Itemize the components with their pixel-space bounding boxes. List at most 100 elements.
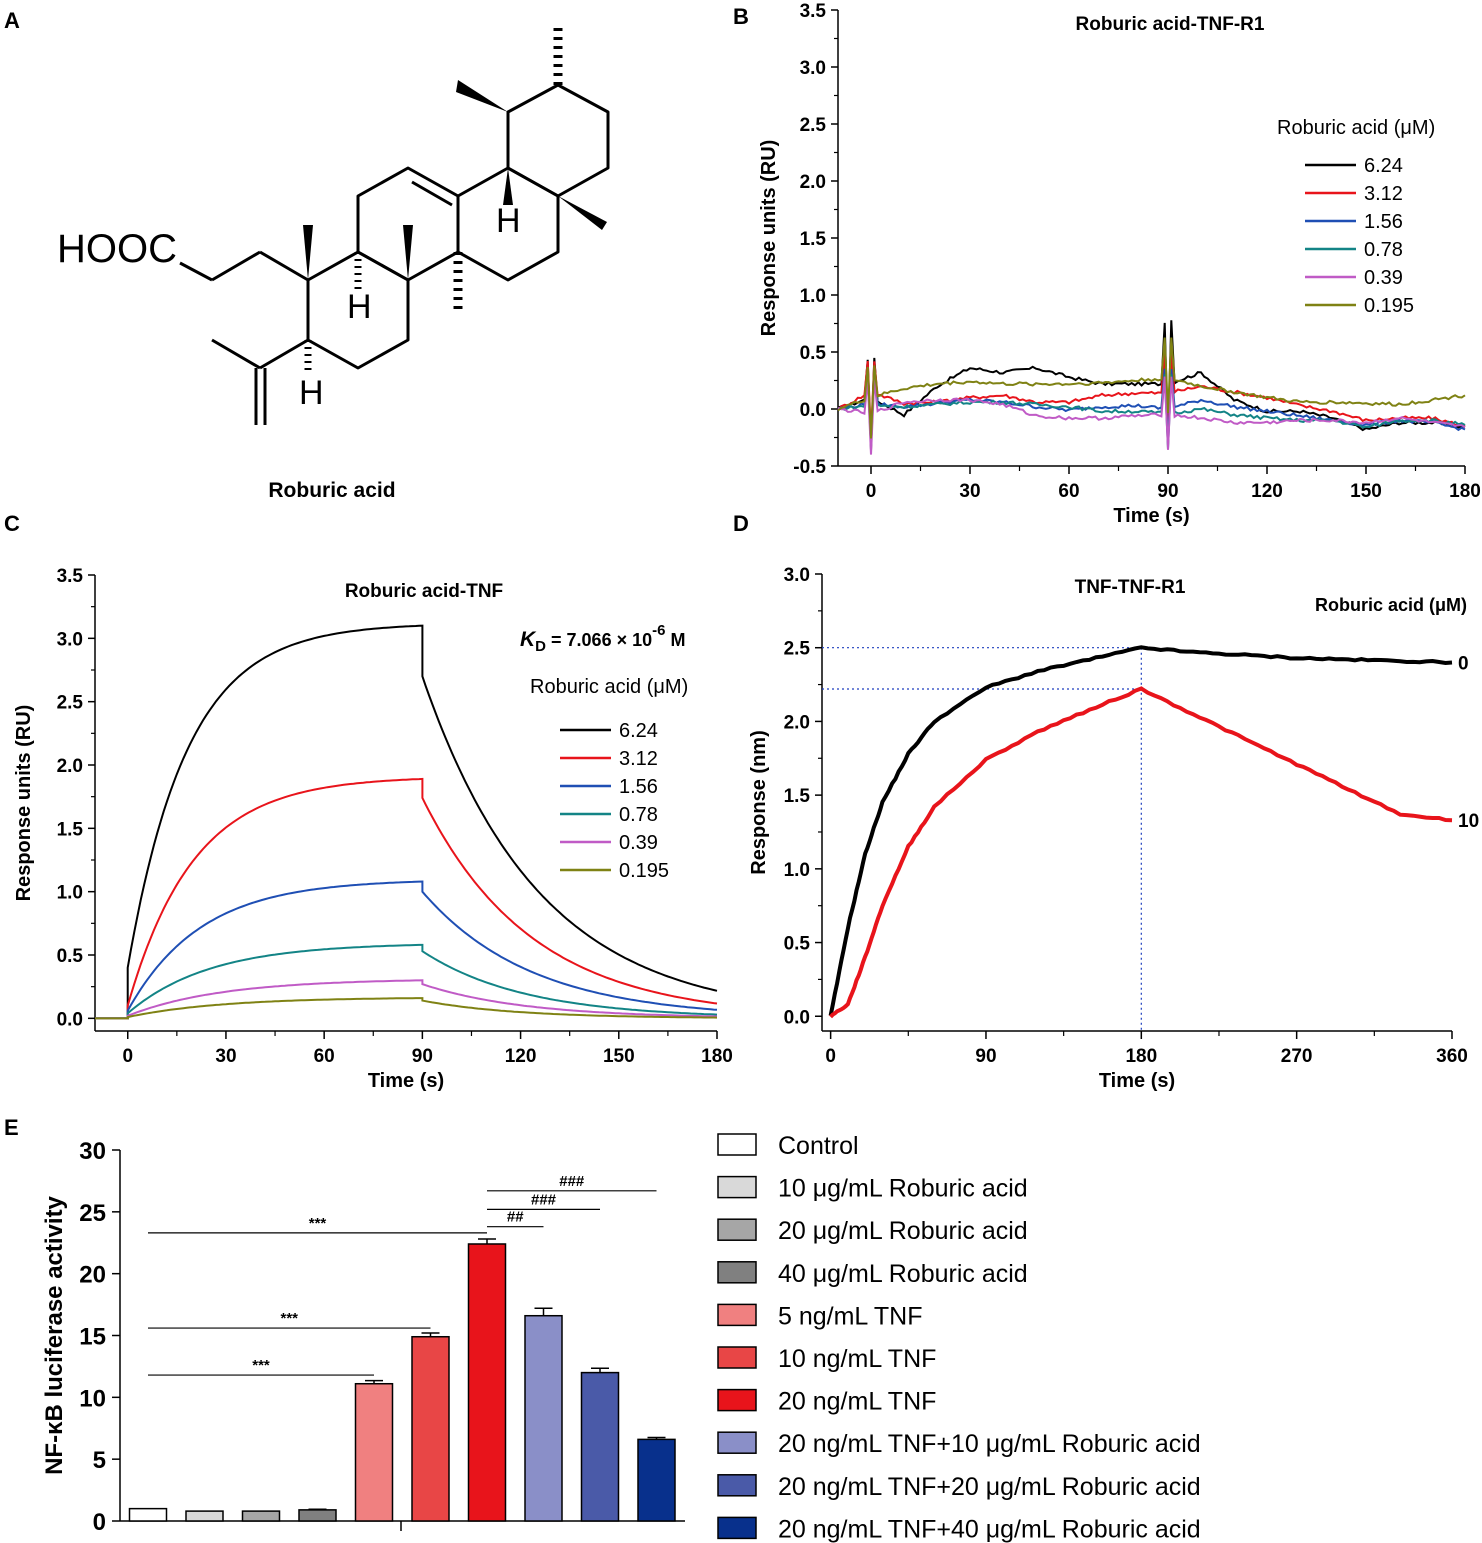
e-bar-1 [185,1510,224,1522]
e-legend-label-5: 10 ng/mL TNF [778,1345,936,1373]
chain-bond-3 [179,261,213,282]
b-legend-label-0.195: 0.195 [1364,295,1414,317]
b-y-tick-label: 3.0 [800,58,826,79]
d-series-end-label-10: 10 [1458,811,1479,832]
c-y-tick-label: 2.5 [57,693,84,714]
e-legend-swatch-6 [717,1388,757,1412]
d-y-tick-label: 2.0 [784,712,810,733]
c-series-line-0.39 [95,979,717,1020]
e-y-tick-label: 10 [79,1385,106,1412]
c-x-tick-label: 150 [603,1046,635,1067]
c-series-line-3.12 [95,777,718,1020]
e-y-tick-label: 15 [79,1324,106,1351]
c-legend-label-0.39: 0.39 [619,832,658,854]
e-significance-label-1: *** [280,1310,298,1327]
e-bar-9 [637,1438,676,1522]
e-legend-swatch-7 [717,1431,757,1454]
chain-bond-2 [211,250,261,282]
d-y-axis-label: Response (nm) [748,730,770,874]
b-y-tick-label: 2.0 [800,172,826,193]
d-y-tick-label: 3.0 [784,565,810,586]
b-x-tick-label: 90 [1157,481,1178,502]
e-legend-label-6: 20 ng/mL TNF [778,1388,936,1416]
e-legend-label-3: 40 μg/mL Roburic acid [778,1260,1028,1288]
c-x-tick-label: 0 [122,1046,133,1067]
panel-letter-e: E [4,1115,19,1140]
c-legend-label-1.56: 1.56 [619,776,658,798]
b-x-tick-label: 30 [959,481,980,502]
panel-letter-a: A [4,8,20,33]
e-significance-label-5: ### [559,1173,585,1190]
c-x-tick-label: 120 [505,1046,537,1067]
e-bar-4 [354,1382,394,1522]
c-legend-label-0.78: 0.78 [619,804,658,826]
h-label-2: H [347,288,372,326]
c-legend-label-6.24: 6.24 [619,720,658,742]
e-legend-swatch-1 [717,1175,757,1199]
c-y-tick-label: 0.5 [57,946,84,967]
c-legend-label-3.12: 3.12 [619,748,658,770]
e-legend-label-7: 20 ng/mL TNF+10 μg/mL Roburic acid [778,1430,1201,1458]
e-bar-5 [411,1335,450,1522]
b-legend-label-6.24: 6.24 [1364,155,1403,177]
d-y-tick-label: 0.0 [784,1007,810,1028]
c-x-tick-label: 30 [215,1046,236,1067]
e-legend-swatch-3 [717,1261,757,1284]
e-y-tick-label: 25 [79,1200,106,1227]
b-y-tick-label: 1.0 [800,286,826,307]
e-bar-8 [580,1371,620,1522]
d-x-tick-label: 270 [1281,1046,1313,1067]
b-x-tick-label: 180 [1449,481,1481,502]
e-bar-0 [128,1507,168,1522]
b-x-tick-label: 60 [1058,481,1079,502]
e-legend-swatch-9 [717,1516,757,1540]
d-series-line-0 [828,645,1453,1017]
d-x-tick-label: 360 [1436,1046,1468,1067]
b-y-tick-label: 1.5 [800,229,827,250]
c-x-tick-label: 180 [701,1046,733,1067]
chart-c: 0.0 0.5 1.0 1.5 2.0 2.5 3.0 3.5 0 30 60 90 120 150 180… [13,566,733,1092]
e-y-tick-label: 30 [79,1138,106,1165]
e-legend-label-9: 20 ng/mL TNF+40 μg/mL Roburic acid [778,1515,1201,1543]
b-series-line-0.39 [837,376,1466,455]
b-series-line-0.195 [837,337,1466,439]
b-y-axis-label: Response units (RU) [758,140,780,337]
wedge-methyl-e [456,80,508,112]
b-y-tick-label: 0.0 [800,400,826,421]
b-x-tick-label: 150 [1350,481,1382,502]
e-y-axis-label: NF-κB luciferase activity [41,1195,68,1474]
c-legend-title: Roburic acid (μM) [530,676,688,698]
isopropenyl-bond [259,338,309,370]
c-series-line-0.78 [95,943,718,1020]
d-legend-title: Roburic acid (μM) [1315,595,1467,615]
b-y-tick-label: 3.5 [800,1,827,22]
roburic-acid-structure [179,25,610,425]
c-legend-label-0.195: 0.195 [619,860,669,882]
d-series-line-10 [829,686,1453,1019]
b-legend-label-1.56: 1.56 [1364,211,1403,233]
c-x-axis-label: Time (s) [368,1070,444,1092]
d-x-tick-label: 90 [975,1046,996,1067]
b-legend-label-3.12: 3.12 [1364,183,1403,205]
e-legend-label-4: 5 ng/mL TNF [778,1302,923,1330]
c-y-tick-label: 2.0 [57,756,83,777]
e-significance-label-0: *** [252,1357,270,1374]
double-bond-inner [411,180,453,207]
c-y-tick-label: 0.0 [57,1009,83,1030]
b-chart-title: Roburic acid-TNF-R1 [1076,14,1265,35]
e-y-tick-label: 0 [93,1509,106,1536]
panel-letter-b: B [733,4,749,29]
c-y-axis-label: Response units (RU) [13,705,35,902]
e-legend-label-2: 20 μg/mL Roburic acid [778,1217,1028,1245]
c-y-tick-label: 1.5 [57,819,84,840]
b-series-line-0.78 [837,373,1466,450]
b-legend-label-0.39: 0.39 [1364,267,1403,289]
e-y-tick-label: 20 [79,1262,106,1289]
b-y-tick-label: 2.5 [800,115,827,136]
chart-d: 0.0 0.5 1.0 1.5 2.0 2.5 3.0 0 90 180 270 360 Time (s… [748,565,1479,1092]
panel-letter-c: C [4,511,20,536]
wedge-bonds [303,80,607,280]
kd-annotation: KD = 7.066 × 10-6 M [520,622,685,655]
b-x-tick-label: 0 [866,481,877,502]
